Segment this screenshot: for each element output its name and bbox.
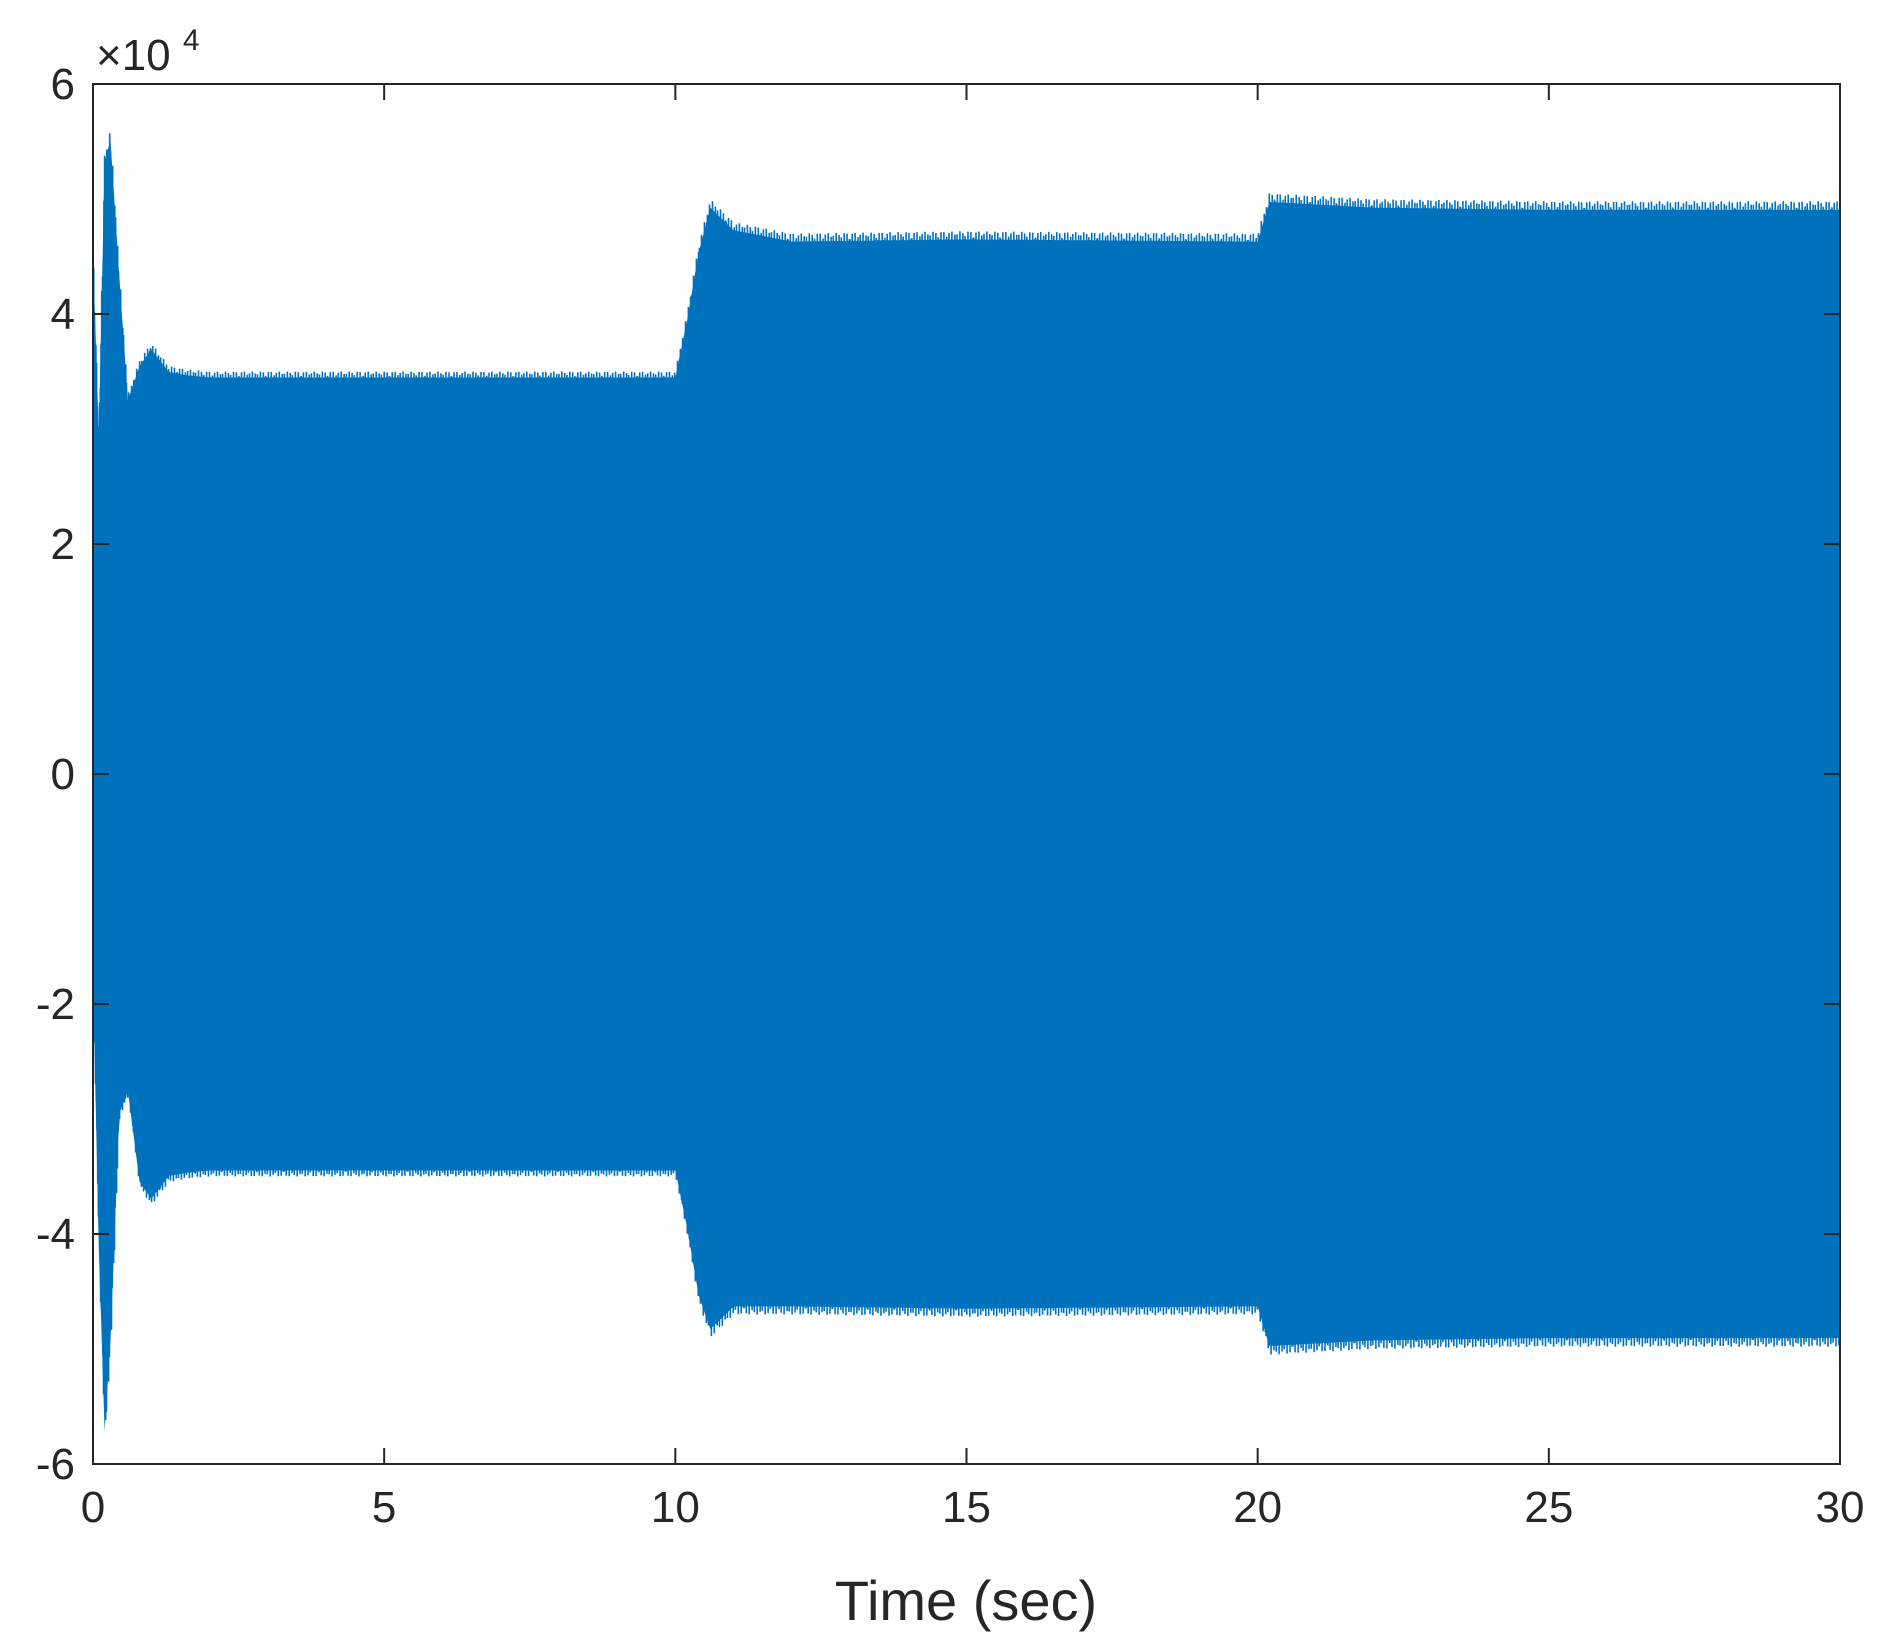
- y-tick-label: 2: [51, 520, 75, 569]
- x-axis-title: Time (sec): [835, 1569, 1097, 1632]
- x-tick-label: 30: [1816, 1483, 1865, 1532]
- series-layer: [92, 133, 1842, 1432]
- axes-layer: 0 5 10 15 20 25 30 -6 -4 -2 0 2 4 6: [36, 60, 1865, 1532]
- y-tick-label: 4: [51, 290, 75, 339]
- y-tick-label: -4: [36, 1210, 75, 1259]
- y-axis-multiplier: ×10 4: [96, 24, 200, 80]
- x-tick-label: 15: [942, 1483, 991, 1532]
- y-tick-label: 0: [51, 750, 75, 799]
- series-oscillation: [92, 133, 1842, 1421]
- y-tick-label: 6: [51, 60, 75, 109]
- y-multiplier-exponent: 4: [183, 24, 200, 57]
- x-tick-label: 10: [651, 1483, 700, 1532]
- x-tick-label: 5: [372, 1483, 396, 1532]
- x-tick-label: 20: [1233, 1483, 1282, 1532]
- y-tick-label: -2: [36, 980, 75, 1029]
- y-multiplier-base: ×10: [96, 31, 171, 80]
- x-tick-label: 0: [81, 1483, 105, 1532]
- series-line: [92, 133, 1842, 1432]
- x-tick-label: 25: [1524, 1483, 1573, 1532]
- y-tick-label: -6: [36, 1440, 75, 1489]
